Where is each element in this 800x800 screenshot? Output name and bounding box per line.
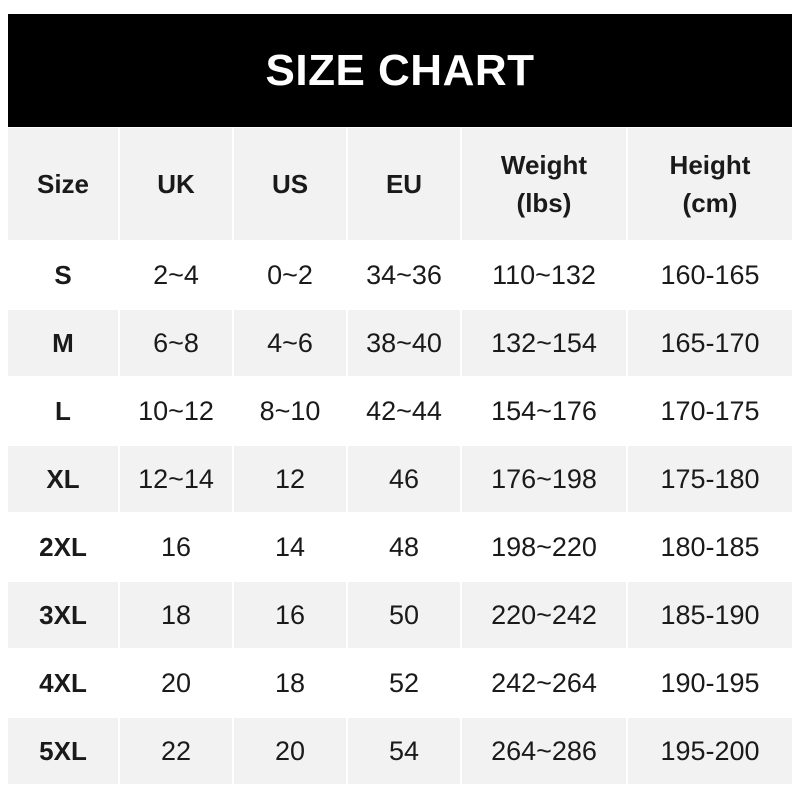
header-us: US xyxy=(234,128,348,240)
chart-title: SIZE CHART xyxy=(8,14,792,127)
header-height: Height (cm) xyxy=(628,128,792,240)
cell-weight: 264~286 xyxy=(462,716,628,784)
cell-us: 16 xyxy=(234,580,348,648)
cell-weight: 176~198 xyxy=(462,444,628,512)
header-weight: Weight (lbs) xyxy=(462,128,628,240)
cell-height: 195-200 xyxy=(628,716,792,784)
cell-weight: 198~220 xyxy=(462,512,628,580)
header-uk: UK xyxy=(120,128,234,240)
cell-weight: 154~176 xyxy=(462,376,628,444)
cell-us: 4~6 xyxy=(234,308,348,376)
cell-uk: 18 xyxy=(120,580,234,648)
cell-height: 190-195 xyxy=(628,648,792,716)
cell-eu: 54 xyxy=(348,716,462,784)
cell-us: 20 xyxy=(234,716,348,784)
cell-us: 14 xyxy=(234,512,348,580)
cell-eu: 46 xyxy=(348,444,462,512)
cell-uk: 22 xyxy=(120,716,234,784)
cell-eu: 48 xyxy=(348,512,462,580)
table-row: 2XL 16 14 48 198~220 180-185 xyxy=(8,512,792,580)
cell-uk: 20 xyxy=(120,648,234,716)
cell-height: 185-190 xyxy=(628,580,792,648)
table-row: L 10~12 8~10 42~44 154~176 170-175 xyxy=(8,376,792,444)
cell-eu: 34~36 xyxy=(348,240,462,308)
table-row: XL 12~14 12 46 176~198 175-180 xyxy=(8,444,792,512)
cell-uk: 10~12 xyxy=(120,376,234,444)
cell-size: S xyxy=(8,240,120,308)
cell-us: 0~2 xyxy=(234,240,348,308)
cell-eu: 52 xyxy=(348,648,462,716)
table-row: 5XL 22 20 54 264~286 195-200 xyxy=(8,716,792,784)
header-size: Size xyxy=(8,128,120,240)
cell-uk: 12~14 xyxy=(120,444,234,512)
size-table: Size UK US EU Weight (lbs) Height (cm) S 2~4 0~2 3… xyxy=(8,128,792,784)
table-row: 3XL 18 16 50 220~242 185-190 xyxy=(8,580,792,648)
cell-eu: 38~40 xyxy=(348,308,462,376)
cell-height: 160-165 xyxy=(628,240,792,308)
cell-size: XL xyxy=(8,444,120,512)
table-row: M 6~8 4~6 38~40 132~154 165-170 xyxy=(8,308,792,376)
cell-height: 170-175 xyxy=(628,376,792,444)
cell-weight: 110~132 xyxy=(462,240,628,308)
header-eu: EU xyxy=(348,128,462,240)
cell-size: 2XL xyxy=(8,512,120,580)
cell-uk: 16 xyxy=(120,512,234,580)
cell-size: M xyxy=(8,308,120,376)
cell-eu: 42~44 xyxy=(348,376,462,444)
cell-us: 12 xyxy=(234,444,348,512)
cell-size: 4XL xyxy=(8,648,120,716)
cell-weight: 220~242 xyxy=(462,580,628,648)
cell-weight: 242~264 xyxy=(462,648,628,716)
cell-uk: 6~8 xyxy=(120,308,234,376)
cell-uk: 2~4 xyxy=(120,240,234,308)
header-row: Size UK US EU Weight (lbs) Height (cm) xyxy=(8,128,792,240)
cell-eu: 50 xyxy=(348,580,462,648)
cell-height: 180-185 xyxy=(628,512,792,580)
cell-height: 175-180 xyxy=(628,444,792,512)
table-row: 4XL 20 18 52 242~264 190-195 xyxy=(8,648,792,716)
cell-weight: 132~154 xyxy=(462,308,628,376)
cell-size: 3XL xyxy=(8,580,120,648)
cell-us: 8~10 xyxy=(234,376,348,444)
cell-height: 165-170 xyxy=(628,308,792,376)
cell-us: 18 xyxy=(234,648,348,716)
cell-size: 5XL xyxy=(8,716,120,784)
table-row: S 2~4 0~2 34~36 110~132 160-165 xyxy=(8,240,792,308)
cell-size: L xyxy=(8,376,120,444)
